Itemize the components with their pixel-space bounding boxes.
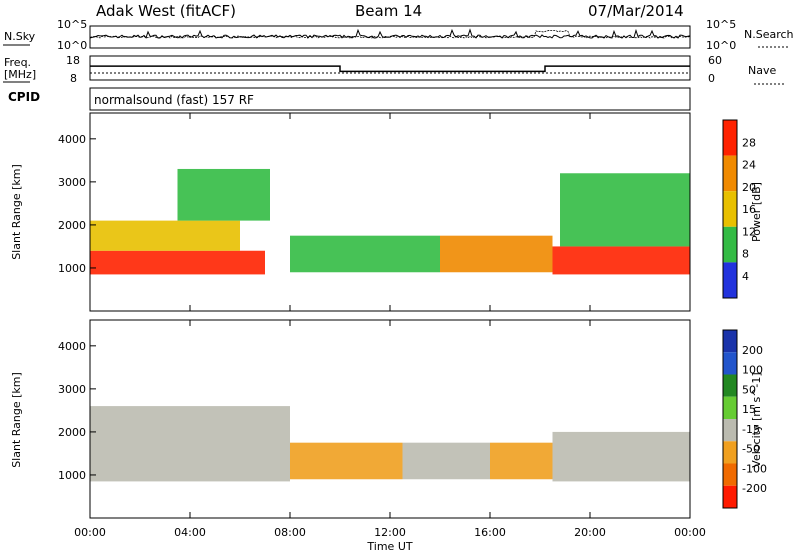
colorbar-tick: 28 bbox=[742, 136, 756, 149]
x-tick-label: 04:00 bbox=[174, 526, 206, 539]
colorbar-frame bbox=[722, 119, 738, 299]
colorbar-swatch bbox=[723, 352, 737, 375]
noise-right-tick-top: 10^5 bbox=[706, 18, 736, 31]
velocity-y-ticks: 1000 2000 3000 4000 bbox=[58, 340, 96, 482]
data-region bbox=[560, 173, 690, 247]
colorbar-tick: -100 bbox=[742, 462, 767, 475]
x-tick-label: 16:00 bbox=[474, 526, 506, 539]
nave-label: Nave bbox=[748, 64, 776, 77]
cpid-program: normalsound (fast) 157 RF bbox=[94, 93, 254, 107]
y-tick-label: 4000 bbox=[58, 340, 86, 353]
y-tick-label: 3000 bbox=[58, 176, 86, 189]
colorbar-swatch bbox=[723, 120, 737, 156]
freq-panel: Freq. [MHz] 18 8 60 0 Nave bbox=[3, 54, 784, 85]
colorbar-tick: -50 bbox=[742, 443, 760, 456]
colorbar-swatch bbox=[723, 226, 737, 263]
colorbar-swatch bbox=[723, 463, 737, 486]
freq-tick-top: 18 bbox=[66, 54, 80, 67]
nave-tick-bottom: 0 bbox=[708, 72, 715, 85]
freq-tick-bottom: 8 bbox=[70, 72, 77, 85]
freq-trace bbox=[90, 65, 690, 73]
y-tick-label: 2000 bbox=[58, 219, 86, 232]
x-tick-label: 00:00 bbox=[74, 526, 106, 539]
x-tick-label: 20:00 bbox=[574, 526, 606, 539]
x-tick-label: 12:00 bbox=[374, 526, 406, 539]
power-colorbar-label: Power [dB] bbox=[750, 182, 763, 242]
y-tick-label: 1000 bbox=[58, 469, 86, 482]
data-region bbox=[177, 168, 270, 221]
velocity-panel: 1000 2000 3000 4000 Slant Range [km] 200 100… bbox=[10, 319, 767, 519]
nave-tick-top: 60 bbox=[708, 54, 722, 67]
noise-sky-trace bbox=[89, 28, 691, 39]
y-tick-label: 4000 bbox=[58, 133, 86, 146]
x-axis-ticks: 00:00 04:00 08:00 12:00 16:00 20:00 00:00 bbox=[74, 113, 706, 539]
velocity-colorbar-label: Velocity [m s^-1] bbox=[750, 372, 763, 467]
colorbar-swatch bbox=[723, 485, 737, 508]
data-region bbox=[402, 442, 490, 480]
colorbar-tick: 200 bbox=[742, 344, 763, 357]
colorbar-swatch bbox=[723, 441, 737, 464]
data-region bbox=[552, 246, 690, 275]
power-y-ticks: 1000 2000 3000 4000 bbox=[58, 133, 96, 275]
velocity-data bbox=[90, 406, 690, 482]
colorbar-tick: 16 bbox=[742, 203, 756, 216]
freq-label: Freq. bbox=[4, 56, 31, 69]
noise-left-tick-top: 10^5 bbox=[57, 18, 87, 31]
power-y-label: Slant Range [km] bbox=[10, 164, 23, 260]
colorbar-swatch bbox=[723, 155, 737, 192]
velocity-y-label: Slant Range [km] bbox=[10, 372, 23, 468]
colorbar-swatch bbox=[723, 262, 737, 298]
noise-right-label: N.Search bbox=[744, 28, 794, 41]
colorbar-swatch bbox=[723, 396, 737, 419]
cpid-frame bbox=[89, 87, 691, 111]
colorbar-frame bbox=[722, 329, 738, 509]
y-tick-label: 2000 bbox=[58, 426, 86, 439]
x-tick-label: 08:00 bbox=[274, 526, 306, 539]
noise-right-tick-bottom: 10^0 bbox=[706, 39, 736, 52]
cpid-label: CPID bbox=[8, 90, 40, 104]
data-region bbox=[90, 406, 290, 482]
colorbar-tick: 12 bbox=[742, 225, 756, 238]
data-region bbox=[90, 220, 240, 251]
y-tick-label: 1000 bbox=[58, 262, 86, 275]
data-region bbox=[90, 250, 265, 275]
beam-title: Beam 14 bbox=[355, 2, 422, 20]
colorbar-tick: -200 bbox=[742, 482, 767, 495]
data-region bbox=[290, 235, 440, 273]
x-axis-label: Time UT bbox=[366, 540, 412, 553]
data-region bbox=[440, 235, 553, 273]
colorbar-tick: 100 bbox=[742, 364, 763, 377]
freq-panel-frame bbox=[89, 55, 691, 81]
x-tick-label: 00:00 bbox=[674, 526, 706, 539]
colorbar-swatch bbox=[723, 419, 737, 442]
colorbar-tick: 50 bbox=[742, 383, 756, 396]
velocity-colorbar: 200 100 50 15 -15 -50 -100 -200 bbox=[722, 329, 767, 509]
colorbar-tick: 24 bbox=[742, 159, 756, 172]
power-colorbar: 28 24 20 16 12 8 4 bbox=[722, 119, 756, 299]
power-data bbox=[90, 168, 690, 275]
site-title: Adak West (fitACF) bbox=[96, 2, 236, 20]
freq-unit-label: [MHz] bbox=[4, 68, 36, 81]
noise-left-tick-bottom: 10^0 bbox=[57, 39, 87, 52]
colorbar-swatch bbox=[723, 191, 737, 227]
colorbar-swatch bbox=[723, 330, 737, 353]
data-region bbox=[290, 442, 403, 480]
colorbar-tick: 8 bbox=[742, 248, 749, 261]
colorbar-tick: -15 bbox=[742, 423, 760, 436]
noise-panel: N.Sky 10^5 10^0 10^5 10^0 N.Search bbox=[3, 18, 794, 52]
colorbar-swatch bbox=[723, 374, 737, 397]
noise-search-trace bbox=[89, 29, 691, 39]
colorbar-tick: 20 bbox=[742, 181, 756, 194]
data-region bbox=[490, 442, 553, 480]
data-region bbox=[552, 431, 690, 482]
power-panel: 1000 2000 3000 4000 Slant Range [km] 28 24 20… bbox=[10, 112, 763, 312]
noise-left-label: N.Sky bbox=[4, 30, 36, 43]
date-title: 07/Mar/2014 bbox=[588, 2, 684, 20]
y-tick-label: 3000 bbox=[58, 383, 86, 396]
colorbar-tick: 15 bbox=[742, 403, 756, 416]
colorbar-tick: 4 bbox=[742, 270, 749, 283]
